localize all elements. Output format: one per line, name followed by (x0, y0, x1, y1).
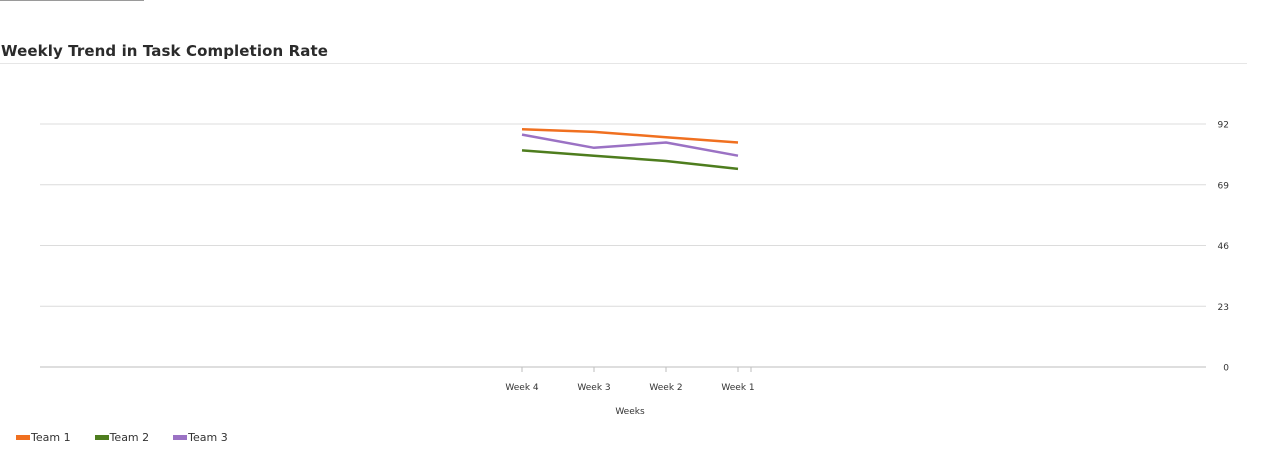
x-tick-label-4: Week 1 (721, 383, 754, 393)
legend-swatch-team-2 (94, 435, 109, 440)
chart-title: Weekly Trend in Task Completion Rate (1, 42, 328, 60)
y-tick-label-0: 0 (1223, 364, 1229, 374)
x-tick-label-1: Week 4 (505, 383, 539, 393)
series-line-team-2 (521, 149, 739, 171)
legend-item-team-2[interactable]: Team 2 (94, 431, 150, 444)
legend-label-team-2: Team 2 (109, 431, 150, 444)
series-line-team-3 (521, 133, 739, 157)
series-line-team-1 (521, 128, 739, 144)
top-divider (0, 0, 144, 1)
y-tick-label-46: 46 (1218, 242, 1230, 252)
y-tick-label-23: 23 (1218, 303, 1229, 313)
legend-item-team-1[interactable]: Team 1 (16, 431, 71, 444)
chart-legend: Team 1 Team 2 Team 3 (16, 431, 228, 444)
x-tick-label-2: Week 3 (577, 383, 610, 393)
legend-item-team-3[interactable]: Team 3 (173, 431, 228, 444)
legend-swatch-team-1 (16, 435, 30, 440)
x-tick-label-3: Week 2 (649, 383, 682, 393)
legend-swatch-team-3 (173, 435, 188, 440)
legend-label-team-3: Team 3 (188, 431, 228, 444)
legend-label-team-1: Team 1 (31, 431, 71, 444)
title-divider (0, 63, 1247, 64)
y-tick-label-92: 92 (1218, 121, 1229, 131)
y-tick-label-69: 69 (1218, 181, 1230, 191)
x-axis-title: Weeks (615, 407, 645, 417)
